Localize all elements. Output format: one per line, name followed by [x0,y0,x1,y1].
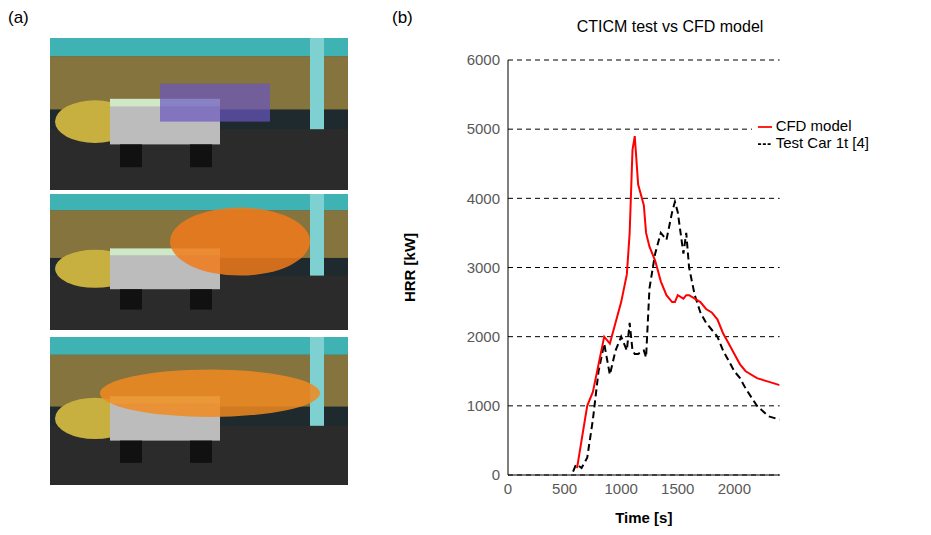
svg-text:HRR [kW]: HRR [kW] [401,233,418,302]
svg-text:0: 0 [492,466,500,483]
svg-text:1000: 1000 [604,480,637,497]
svg-text:4000: 4000 [467,190,500,207]
html-text:CFD model: CFD model [775,117,852,134]
svg-text:1500: 1500 [661,480,694,497]
svg-text:1000: 1000 [467,397,500,414]
html-text:CTICM test vs CFD model: CTICM test vs CFD model [576,18,764,35]
svg-text:5000: 5000 [467,120,500,137]
svg-text:2000: 2000 [718,480,751,497]
html-text:(a): (a) [8,8,29,27]
html-text:Test Car 1t [4]: Test Car 1t [4] [775,134,869,151]
html-text:(b): (b) [392,8,413,27]
svg-text:2000: 2000 [467,328,500,345]
svg-text:6000: 6000 [467,51,500,68]
svg-text:Time [s]: Time [s] [615,509,672,526]
svg-text:3000: 3000 [467,259,500,276]
svg-text:500: 500 [552,480,577,497]
svg-text:0: 0 [504,480,512,497]
